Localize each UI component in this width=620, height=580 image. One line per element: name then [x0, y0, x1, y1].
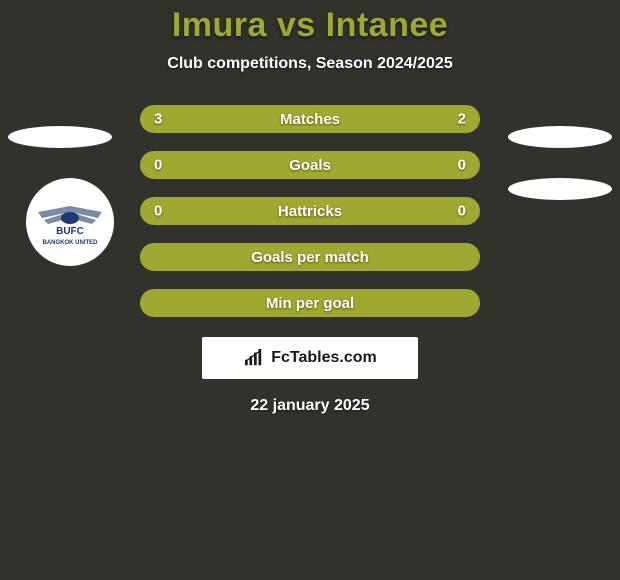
club-left-badge: BUFC BANGKOK UNITED — [20, 178, 120, 266]
stat-value-right: 0 — [458, 157, 466, 174]
stat-row: 0 Goals 0 — [140, 151, 480, 179]
subtitle: Club competitions, Season 2024/2025 — [167, 55, 452, 73]
stat-value-left: 3 — [154, 111, 162, 128]
stat-row: Min per goal — [140, 289, 480, 317]
stat-row: Goals per match — [140, 243, 480, 271]
player-right-placeholder-icon — [508, 126, 612, 148]
attribution-box: FcTables.com — [202, 337, 418, 379]
stat-value-right: 2 — [458, 111, 466, 128]
attribution-text: FcTables.com — [271, 349, 377, 367]
page-title: Imura vs Intanee — [172, 6, 448, 45]
club-right-placeholder-icon — [508, 178, 612, 200]
stat-label: Min per goal — [266, 295, 354, 312]
stat-row: 3 Matches 2 — [140, 105, 480, 133]
club-badge-line2: BANGKOK UNITED — [43, 240, 99, 246]
stat-label: Goals — [289, 157, 331, 174]
stat-row: 0 Hattricks 0 — [140, 197, 480, 225]
date-text: 22 january 2025 — [250, 397, 369, 415]
player-left-placeholder-icon — [8, 126, 112, 148]
stat-value-left: 0 — [154, 203, 162, 220]
stat-label: Matches — [280, 111, 340, 128]
stats-container: 3 Matches 2 0 Goals 0 0 Hattricks 0 Goals per mat… — [140, 73, 480, 317]
club-badge-icon: BUFC BANGKOK UNITED — [20, 178, 120, 266]
attribution-logo-icon — [243, 349, 265, 367]
club-badge-line1: BUFC — [56, 226, 84, 237]
stat-label: Goals per match — [251, 249, 369, 266]
stat-label: Hattricks — [278, 203, 342, 220]
content-wrapper: Imura vs Intanee Club competitions, Seas… — [0, 0, 620, 580]
stat-value-right: 0 — [458, 203, 466, 220]
stat-value-left: 0 — [154, 157, 162, 174]
